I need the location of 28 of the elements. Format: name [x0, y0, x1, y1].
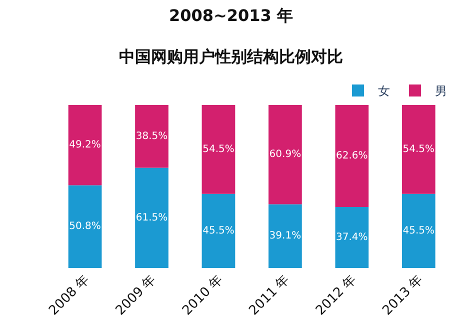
data-label: 62.6%: [336, 150, 368, 162]
bar: [202, 194, 236, 268]
data-label: 54.5%: [202, 144, 234, 155]
data-label: 38.5%: [136, 130, 168, 142]
bar: [335, 207, 369, 268]
data-label: 49.2%: [69, 140, 101, 151]
bar: [268, 105, 302, 204]
bar: [68, 185, 102, 268]
bar: [68, 105, 102, 186]
legend-label: 男: [435, 84, 447, 98]
bar: [335, 105, 369, 208]
data-label: 60.9%: [269, 149, 302, 160]
bar: [402, 194, 436, 268]
data-label: 45.5%: [402, 225, 435, 236]
bar: [135, 105, 168, 168]
bar: [268, 204, 302, 268]
bar: [402, 105, 436, 194]
data-label: 39.1%: [269, 230, 302, 242]
bar: [202, 105, 236, 194]
data-label: 61.5%: [136, 212, 168, 224]
data-label: 50.8%: [69, 221, 101, 232]
chart-subtitle: 中国网购用户性别结构比例对比: [119, 46, 343, 66]
data-label: 54.5%: [402, 144, 435, 155]
data-label: 45.5%: [202, 225, 234, 236]
bar: [135, 168, 168, 268]
chart-title: 2008~2013 年: [168, 6, 294, 26]
legend-label: 女: [378, 84, 390, 98]
data-label: 37.4%: [336, 232, 368, 244]
